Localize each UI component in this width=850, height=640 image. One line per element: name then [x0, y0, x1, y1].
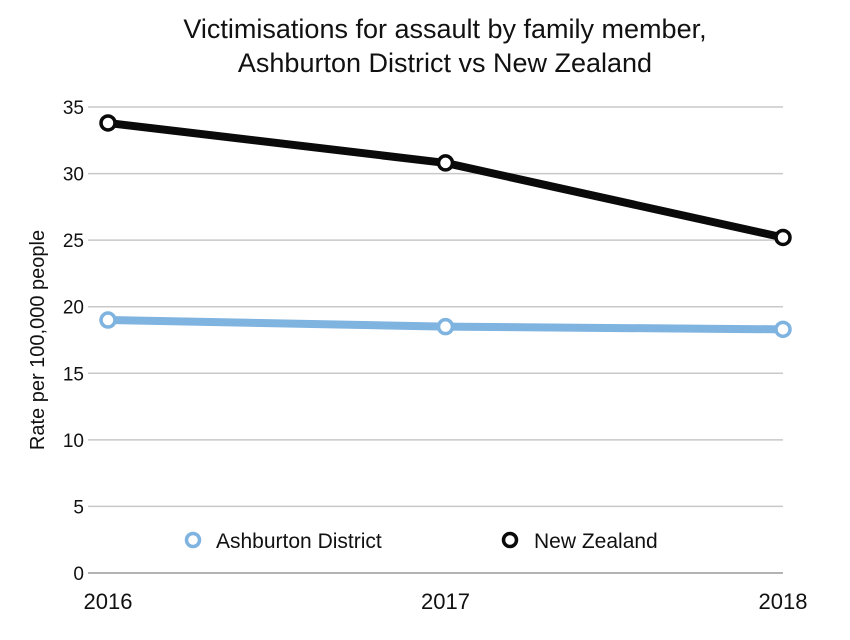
legend-label-new-zealand: New Zealand: [534, 530, 658, 553]
y-tick-label-35: 35: [63, 98, 84, 119]
chart-title: Victimisations for assault by family mem…: [183, 14, 706, 78]
chart-title-line-2: Ashburton District vs New Zealand: [238, 48, 652, 78]
y-axis-label: Rate per 100,000 people: [27, 230, 49, 450]
chart-title-line-1: Victimisations for assault by family mem…: [183, 14, 706, 44]
series-points: [99, 114, 792, 339]
data-point-ashburton-district-2016: [99, 311, 117, 329]
x-tick-label-2016: 2016: [84, 589, 133, 614]
y-axis-tick-labels: 0 5 10 15 20 25 30 35: [63, 98, 84, 585]
legend-label-ashburton-district: Ashburton District: [216, 530, 382, 553]
legend: Ashburton District New Zealand: [184, 530, 658, 553]
data-point-new-zealand-2017: [436, 154, 455, 172]
y-tick-label-30: 30: [63, 165, 84, 186]
data-point-ashburton-district-2017: [436, 317, 455, 336]
y-tick-label-25: 25: [63, 231, 84, 252]
data-point-ashburton-district-2018: [774, 320, 792, 339]
data-point-new-zealand-2018: [774, 228, 792, 247]
y-tick-label-10: 10: [63, 431, 84, 452]
y-tick-label-0: 0: [73, 564, 84, 585]
y-tick-label-20: 20: [63, 298, 84, 319]
legend-marker-new-zealand: [501, 531, 519, 549]
series-line-new-zealand: [104, 118, 787, 242]
y-tick-label-5: 5: [73, 497, 84, 518]
series-lines: [104, 118, 787, 334]
x-tick-label-2017: 2017: [421, 589, 470, 614]
x-axis-tick-labels: 2016 2017 2018: [84, 589, 808, 614]
gridlines: [88, 106, 783, 574]
x-tick-label-2018: 2018: [759, 589, 808, 614]
legend-marker-ashburton-district: [184, 531, 202, 549]
y-tick-label-15: 15: [63, 364, 84, 385]
data-point-new-zealand-2016: [99, 114, 117, 132]
